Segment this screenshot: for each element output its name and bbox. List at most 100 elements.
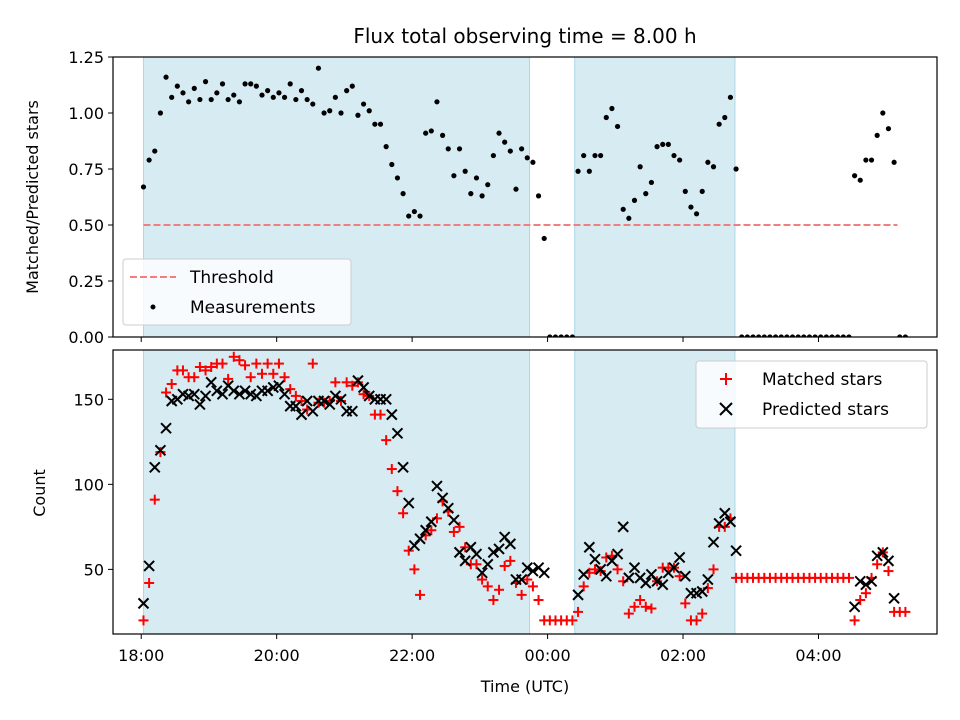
measurement-point [620,206,626,212]
matched-point [336,396,347,407]
measurement-point [502,139,508,145]
predicted-point [854,575,866,587]
x-tick-label: 00:00 [525,646,571,665]
measurement-point [310,101,316,107]
measurement-point [411,208,417,215]
predicted-point [453,546,466,559]
matched-point [635,594,646,605]
measurement-point [169,94,175,100]
measurement-point [665,141,671,147]
predicted-point [521,561,533,574]
matched-point [612,564,623,575]
measurement-point [389,161,395,168]
matched-point [409,564,420,575]
measurement-point [219,81,226,87]
matched-point [629,601,640,612]
predicted-point [318,395,330,407]
matched-point [646,603,657,614]
matched-point [144,577,155,588]
predicted-point [730,544,742,557]
predicted-point [476,567,488,579]
measurement-point [208,96,214,103]
measurement-point [270,94,276,100]
predicted-point [504,538,517,550]
chart-title: Flux total observing time = 8.00 h [353,24,696,48]
measurement-point [868,157,875,163]
matched-point [375,409,386,420]
measurement-point [186,99,192,105]
predicted-point [617,521,629,533]
measurement-point [327,108,333,114]
measurement-point [191,85,197,91]
measurement-point [818,334,824,337]
measurement-point [846,334,852,337]
matched-point [166,379,177,390]
measurement-point [236,99,243,105]
matched-point [697,608,708,619]
measurement-point [812,334,818,337]
predicted-point [211,385,223,397]
top-y-tick-label: 1.25 [68,48,104,67]
matched-point [516,589,527,600]
measurement-point [705,159,711,165]
measurement-point [795,334,801,337]
top-y-ticks: 0.00 0.25 0.50 0.75 1.00 1.25 [68,48,113,347]
predicted-point [363,390,375,402]
matched-point [330,377,341,388]
matched-point [505,555,516,566]
measurement-point [654,144,660,150]
measurement-point [874,132,880,138]
predicted-point [448,514,460,526]
measurement-point [202,79,209,85]
matched-point [189,372,200,383]
predicted-point [487,546,500,559]
bottom-axes-frame [112,349,938,635]
measurement-point [891,159,897,165]
measurement-point [293,96,299,103]
matched-point [849,615,860,626]
predicted-point [307,405,319,417]
legend-measurements-label: Measurements [190,298,316,318]
predicted-point [538,567,550,579]
matched-point [471,559,482,570]
measurement-point [231,92,237,98]
matched-point [460,542,471,553]
matched-point [691,615,702,626]
predicted-point [871,550,883,562]
matched-point [392,486,403,497]
matched-point [567,615,578,626]
matched-point [674,571,685,582]
predicted-point [527,565,539,577]
x-tick-label: 04:00 [795,646,841,665]
matched-point [573,606,584,617]
predicted-point [673,551,686,564]
predicted-point [651,575,663,587]
matched-point [900,606,911,617]
measurement-point [688,204,694,210]
measurement-point [163,74,169,80]
top-y-tick-label: 0.00 [68,328,104,347]
measurement-point [253,83,259,89]
measurement-point [140,184,147,190]
measurement-point [440,132,446,138]
predicted-point [724,516,737,528]
predicted-point [329,390,342,402]
measurement-point [366,108,372,114]
measurement-point [507,148,513,154]
predicted-point [228,385,240,397]
measurement-point [535,193,542,199]
measurement-point [603,114,609,121]
matched-point [595,566,606,577]
measurement-point [716,121,722,127]
matched-point [240,360,251,371]
predicted-point [657,578,669,591]
predicted-point [702,573,714,586]
predicted-point [696,585,708,598]
measurement-point [592,152,598,159]
measurement-point [710,164,717,170]
predicted-point [414,533,426,545]
legend-predicted-swatch [719,402,733,416]
measurement-point [761,334,767,337]
legend-matched-swatch [720,373,732,385]
measurement-point [462,168,468,174]
